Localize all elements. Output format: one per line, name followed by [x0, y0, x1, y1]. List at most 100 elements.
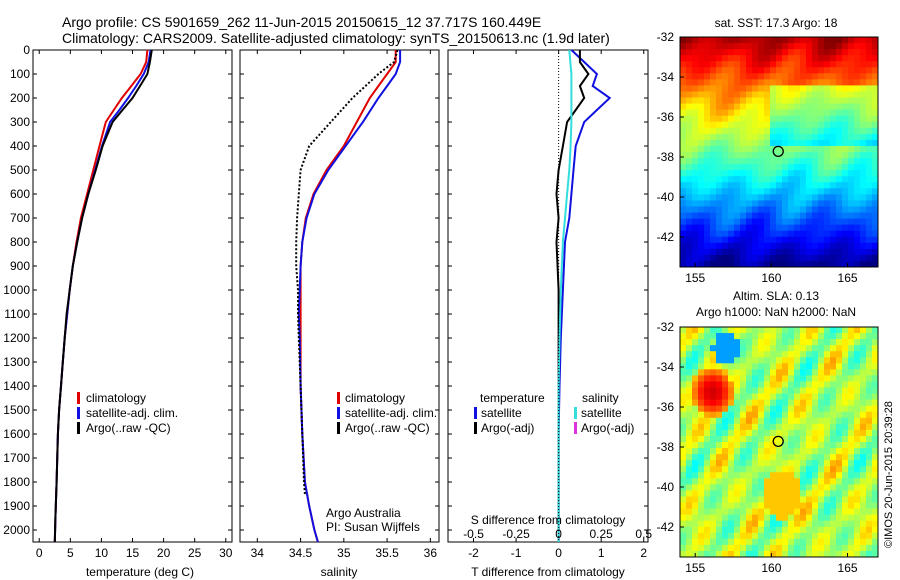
- map-cell: [680, 248, 687, 256]
- map-cell: [866, 472, 873, 479]
- map-cell: [788, 363, 795, 370]
- map-cell: [866, 206, 873, 213]
- map-cell: [812, 103, 819, 111]
- map-cell: [716, 176, 723, 183]
- map-cell: [824, 182, 831, 189]
- map-cell: [794, 260, 801, 268]
- map-cell: [842, 466, 849, 473]
- map-cell: [818, 393, 825, 401]
- map-cell: [734, 460, 741, 467]
- map-cell: [752, 460, 759, 467]
- map-cell: [854, 55, 861, 62]
- map-cell: [818, 55, 825, 62]
- map-cell: [824, 544, 831, 552]
- map-cell: [770, 176, 777, 183]
- map-cell: [806, 152, 813, 159]
- map-cell: [722, 49, 729, 56]
- map-cell: [794, 37, 801, 44]
- x-tick-label: 10: [95, 546, 109, 560]
- map-cell: [710, 73, 717, 80]
- map-cell: [836, 520, 843, 528]
- map-cell: [698, 381, 705, 388]
- map-cell: [794, 127, 801, 135]
- map-cell: [842, 127, 849, 135]
- map-cell: [764, 496, 771, 503]
- map-cell: [812, 133, 819, 141]
- map-cell: [818, 417, 825, 425]
- difference-marks: -2 -1 0 1 2-0.5 -0.25 0 0.25 0.5: [448, 49, 652, 560]
- map-cell: [758, 363, 765, 370]
- map-cell: [764, 73, 771, 80]
- map-cell: [788, 369, 795, 376]
- map-cell: [800, 466, 807, 473]
- map-cell: [692, 363, 699, 370]
- map-cell: [758, 218, 765, 226]
- map-cell: [842, 435, 849, 443]
- map-cell: [752, 351, 759, 358]
- map-cell: [836, 200, 843, 207]
- map-cell: [746, 139, 753, 147]
- map-cell: [866, 115, 873, 123]
- map-cell: [794, 103, 801, 111]
- map-cell: [680, 200, 687, 207]
- map-cell: [812, 206, 819, 213]
- map-cell: [716, 91, 723, 98]
- map-cell: [764, 37, 771, 44]
- map-cell: [692, 381, 699, 388]
- map-cell: [830, 333, 837, 340]
- map-cell: [740, 242, 747, 250]
- map-cell: [752, 393, 759, 401]
- map-cell: [728, 79, 735, 86]
- map-cell: [854, 460, 861, 467]
- map-cell: [800, 145, 807, 153]
- map-cell: [782, 484, 789, 491]
- map-cell: [710, 417, 717, 425]
- map-cell: [728, 526, 735, 534]
- map-cell: [806, 115, 813, 123]
- map-cell: [692, 61, 699, 68]
- map-cell: [746, 248, 753, 256]
- map-cell: [686, 103, 693, 111]
- map-cell: [854, 357, 861, 364]
- map-cell: [800, 351, 807, 358]
- map-cell: [812, 139, 819, 147]
- map-cell: [818, 61, 825, 68]
- map-cell: [710, 351, 717, 358]
- map-cell: [734, 351, 741, 358]
- map-cell: [716, 254, 723, 262]
- map-cell: [686, 248, 693, 256]
- map-cell: [704, 164, 711, 171]
- map-cell: [800, 435, 807, 443]
- map-cell: [800, 417, 807, 425]
- map-cell: [872, 97, 879, 104]
- map-cell: [746, 484, 753, 491]
- map-cell: [764, 399, 771, 407]
- x-top-tick-label: 0: [555, 527, 562, 541]
- map-cell: [794, 139, 801, 147]
- map-cell: [740, 351, 747, 358]
- legend-label-sal-argo: Argo(-adj): [581, 421, 634, 435]
- difference-xlabel-top: S difference from climatology: [471, 513, 626, 527]
- map-cell: [698, 200, 705, 207]
- map-cell: [842, 158, 849, 165]
- map-cell: [746, 429, 753, 437]
- map-cell: [770, 164, 777, 171]
- map-cell: [680, 333, 687, 340]
- map-cell: [782, 158, 789, 165]
- map-cell: [782, 411, 789, 419]
- map-cell: [794, 254, 801, 262]
- map-cell: [770, 61, 777, 68]
- map-cell: [722, 176, 729, 183]
- map-cell: [776, 375, 783, 382]
- map-cell: [740, 363, 747, 370]
- map-cell: [722, 448, 729, 455]
- map-cell: [812, 514, 819, 522]
- map-cell: [704, 466, 711, 473]
- map-cell: [860, 345, 867, 352]
- map-cell: [698, 194, 705, 201]
- map-cell: [764, 466, 771, 473]
- map-cell: [800, 170, 807, 177]
- map-cell: [764, 67, 771, 74]
- map-cell: [806, 375, 813, 382]
- legend-swatch-temp-satellite: [474, 407, 477, 419]
